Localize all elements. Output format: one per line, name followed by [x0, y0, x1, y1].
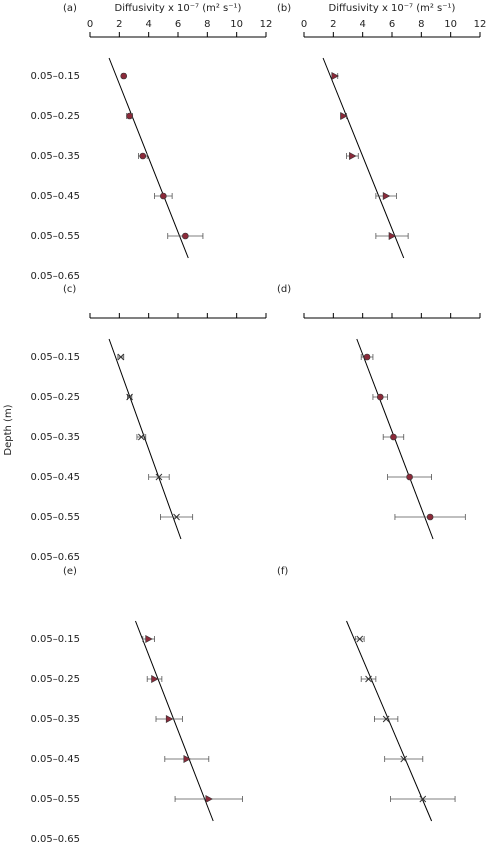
- marker: [183, 754, 191, 764]
- marker: [151, 674, 159, 684]
- y-tick-label: 0.05–0.55: [30, 512, 80, 523]
- x-axis-label: Diffusivity x 10⁻⁷ (m² s⁻¹): [329, 3, 456, 14]
- y-tick-label: 0.05–0.55: [30, 231, 80, 242]
- marker: [331, 71, 339, 81]
- x-tick-label: 2: [330, 19, 336, 30]
- marker: [160, 192, 167, 200]
- y-tick-label: 0.05–0.15: [30, 71, 80, 82]
- panel-label: (c): [63, 284, 76, 295]
- panel-label: (f): [277, 566, 288, 577]
- marker: [419, 795, 427, 803]
- fit-line: [108, 57, 189, 259]
- y-tick-label: 0.05–0.25: [30, 674, 80, 685]
- panel-label: (d): [277, 284, 291, 295]
- x-tick-label: 4: [145, 19, 151, 30]
- marker: [155, 473, 163, 481]
- x-tick-label: 0: [301, 19, 307, 30]
- marker: [388, 231, 397, 241]
- panel-label: (e): [63, 566, 77, 577]
- y-tick-label: 0.05–0.45: [30, 191, 80, 202]
- marker: [400, 755, 408, 763]
- marker: [126, 112, 133, 120]
- marker: [145, 634, 153, 644]
- marker: [205, 794, 213, 804]
- x-tick-label: 6: [175, 19, 181, 30]
- marker: [365, 675, 372, 683]
- marker: [382, 715, 390, 723]
- marker: [117, 353, 125, 361]
- marker: [406, 473, 413, 481]
- x-tick-label: 12: [474, 19, 487, 30]
- marker: [173, 513, 180, 521]
- y-tick-label: 0.05–0.45: [30, 754, 80, 765]
- x-tick-label: 2: [116, 19, 122, 30]
- marker: [382, 191, 391, 201]
- y-tick-label: 0.05–0.55: [30, 794, 80, 805]
- y-tick-label: 0.05–0.35: [30, 151, 80, 162]
- y-tick-label: 0.05–0.65: [30, 271, 80, 282]
- fit-line: [346, 620, 433, 822]
- marker: [376, 393, 384, 401]
- y-tick-label: 0.05–0.25: [30, 392, 80, 403]
- marker: [139, 152, 147, 160]
- y-tick-label: 0.05–0.65: [30, 834, 80, 845]
- x-tick-label: 4: [359, 19, 365, 30]
- fit-line: [108, 338, 182, 540]
- y-tick-label: 0.05–0.35: [30, 432, 80, 443]
- marker: [165, 714, 174, 724]
- marker: [182, 232, 189, 240]
- marker: [426, 513, 434, 521]
- panel-label: (b): [277, 3, 291, 14]
- marker: [349, 151, 357, 161]
- y-tick-label: 0.05–0.15: [30, 634, 80, 645]
- marker: [340, 111, 348, 121]
- x-tick-label: 12: [260, 19, 273, 30]
- marker: [390, 433, 397, 441]
- fit-line: [135, 620, 214, 822]
- x-axis-label: Diffusivity x 10⁻⁷ (m² s⁻¹): [115, 3, 242, 14]
- panel-label: (a): [63, 3, 77, 14]
- y-tick-label: 0.05–0.35: [30, 714, 80, 725]
- y-axis-label: Depth (m): [3, 404, 14, 455]
- x-tick-label: 8: [204, 19, 210, 30]
- x-tick-label: 10: [230, 19, 243, 30]
- x-tick-label: 8: [418, 19, 424, 30]
- y-tick-label: 0.05–0.25: [30, 111, 80, 122]
- marker: [137, 433, 145, 441]
- marker: [120, 72, 128, 80]
- marker: [126, 393, 133, 401]
- fit-line: [322, 57, 405, 259]
- x-tick-label: 6: [389, 19, 395, 30]
- x-tick-label: 0: [87, 19, 93, 30]
- marker: [363, 353, 371, 361]
- marker: [356, 635, 364, 643]
- x-tick-label: 10: [444, 19, 457, 30]
- y-tick-label: 0.05–0.45: [30, 472, 80, 483]
- y-tick-label: 0.05–0.15: [30, 352, 80, 363]
- y-tick-label: 0.05–0.65: [30, 552, 80, 563]
